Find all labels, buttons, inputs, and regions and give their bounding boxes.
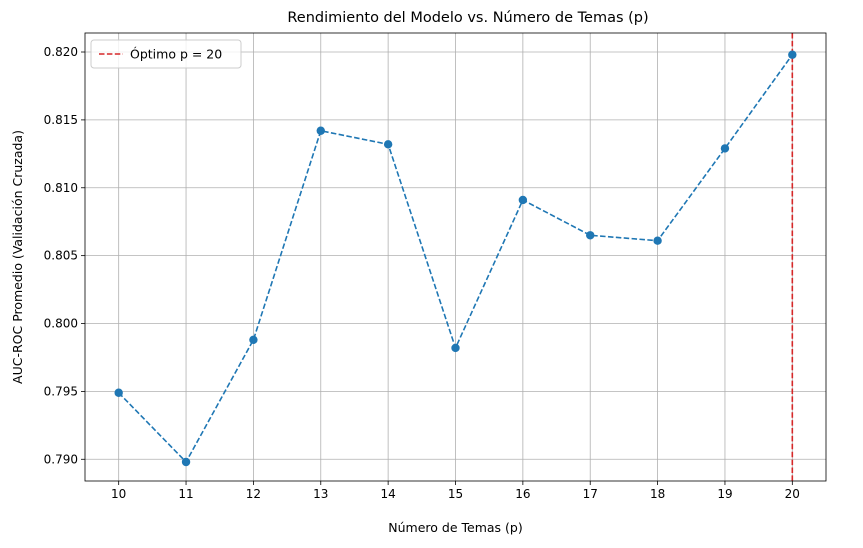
legend-entry-optimum: Óptimo p = 20 [130,47,222,62]
x-tick-label: 16 [515,487,530,501]
plot-frame [84,32,827,482]
data-point [720,144,730,153]
x-tick-label: 11 [178,487,193,501]
x-tick-label: 15 [448,487,463,501]
data-point [181,457,191,467]
x-axis-label: Número de Temas (p) [388,520,522,535]
legend: Óptimo p = 20 [90,39,242,69]
x-tick-label: 13 [313,487,328,501]
data-point [316,126,325,135]
data-point [249,335,258,345]
y-tick-label: 0.805 [44,249,78,263]
legend-box [90,39,242,69]
data-point [451,343,460,353]
chart-title: Rendimiento del Modelo vs. Número de Tem… [287,10,648,26]
y-ticks: 0.790 0.795 0.800 0.805 0.810 0.815 0.820 [44,45,85,466]
data-point [114,388,123,397]
y-tick-label: 0.795 [44,384,78,398]
data-point [383,140,393,149]
x-ticks: 10 11 12 13 14 15 16 17 18 19 20 [111,481,800,501]
y-tick-label: 0.810 [44,181,78,195]
y-tick-label: 0.815 [44,113,78,127]
x-tick-label: 12 [246,487,261,501]
x-tick-label: 20 [785,487,800,501]
data-point [788,50,797,59]
data-point [653,236,662,245]
y-tick-label: 0.790 [44,452,78,466]
x-tick-label: 19 [717,487,732,501]
data-point [518,195,528,205]
y-tick-label: 0.820 [44,45,78,59]
y-axis-label: AUC-ROC Promedio (Validación Cruzada) [10,130,25,384]
y-tick-label: 0.800 [44,317,78,331]
x-tick-label: 14 [380,487,395,501]
x-tick-label: 10 [111,487,126,501]
series-layer [114,50,797,467]
data-point [586,231,595,240]
x-tick-label: 17 [583,487,598,501]
x-tick-label: 18 [650,487,665,501]
